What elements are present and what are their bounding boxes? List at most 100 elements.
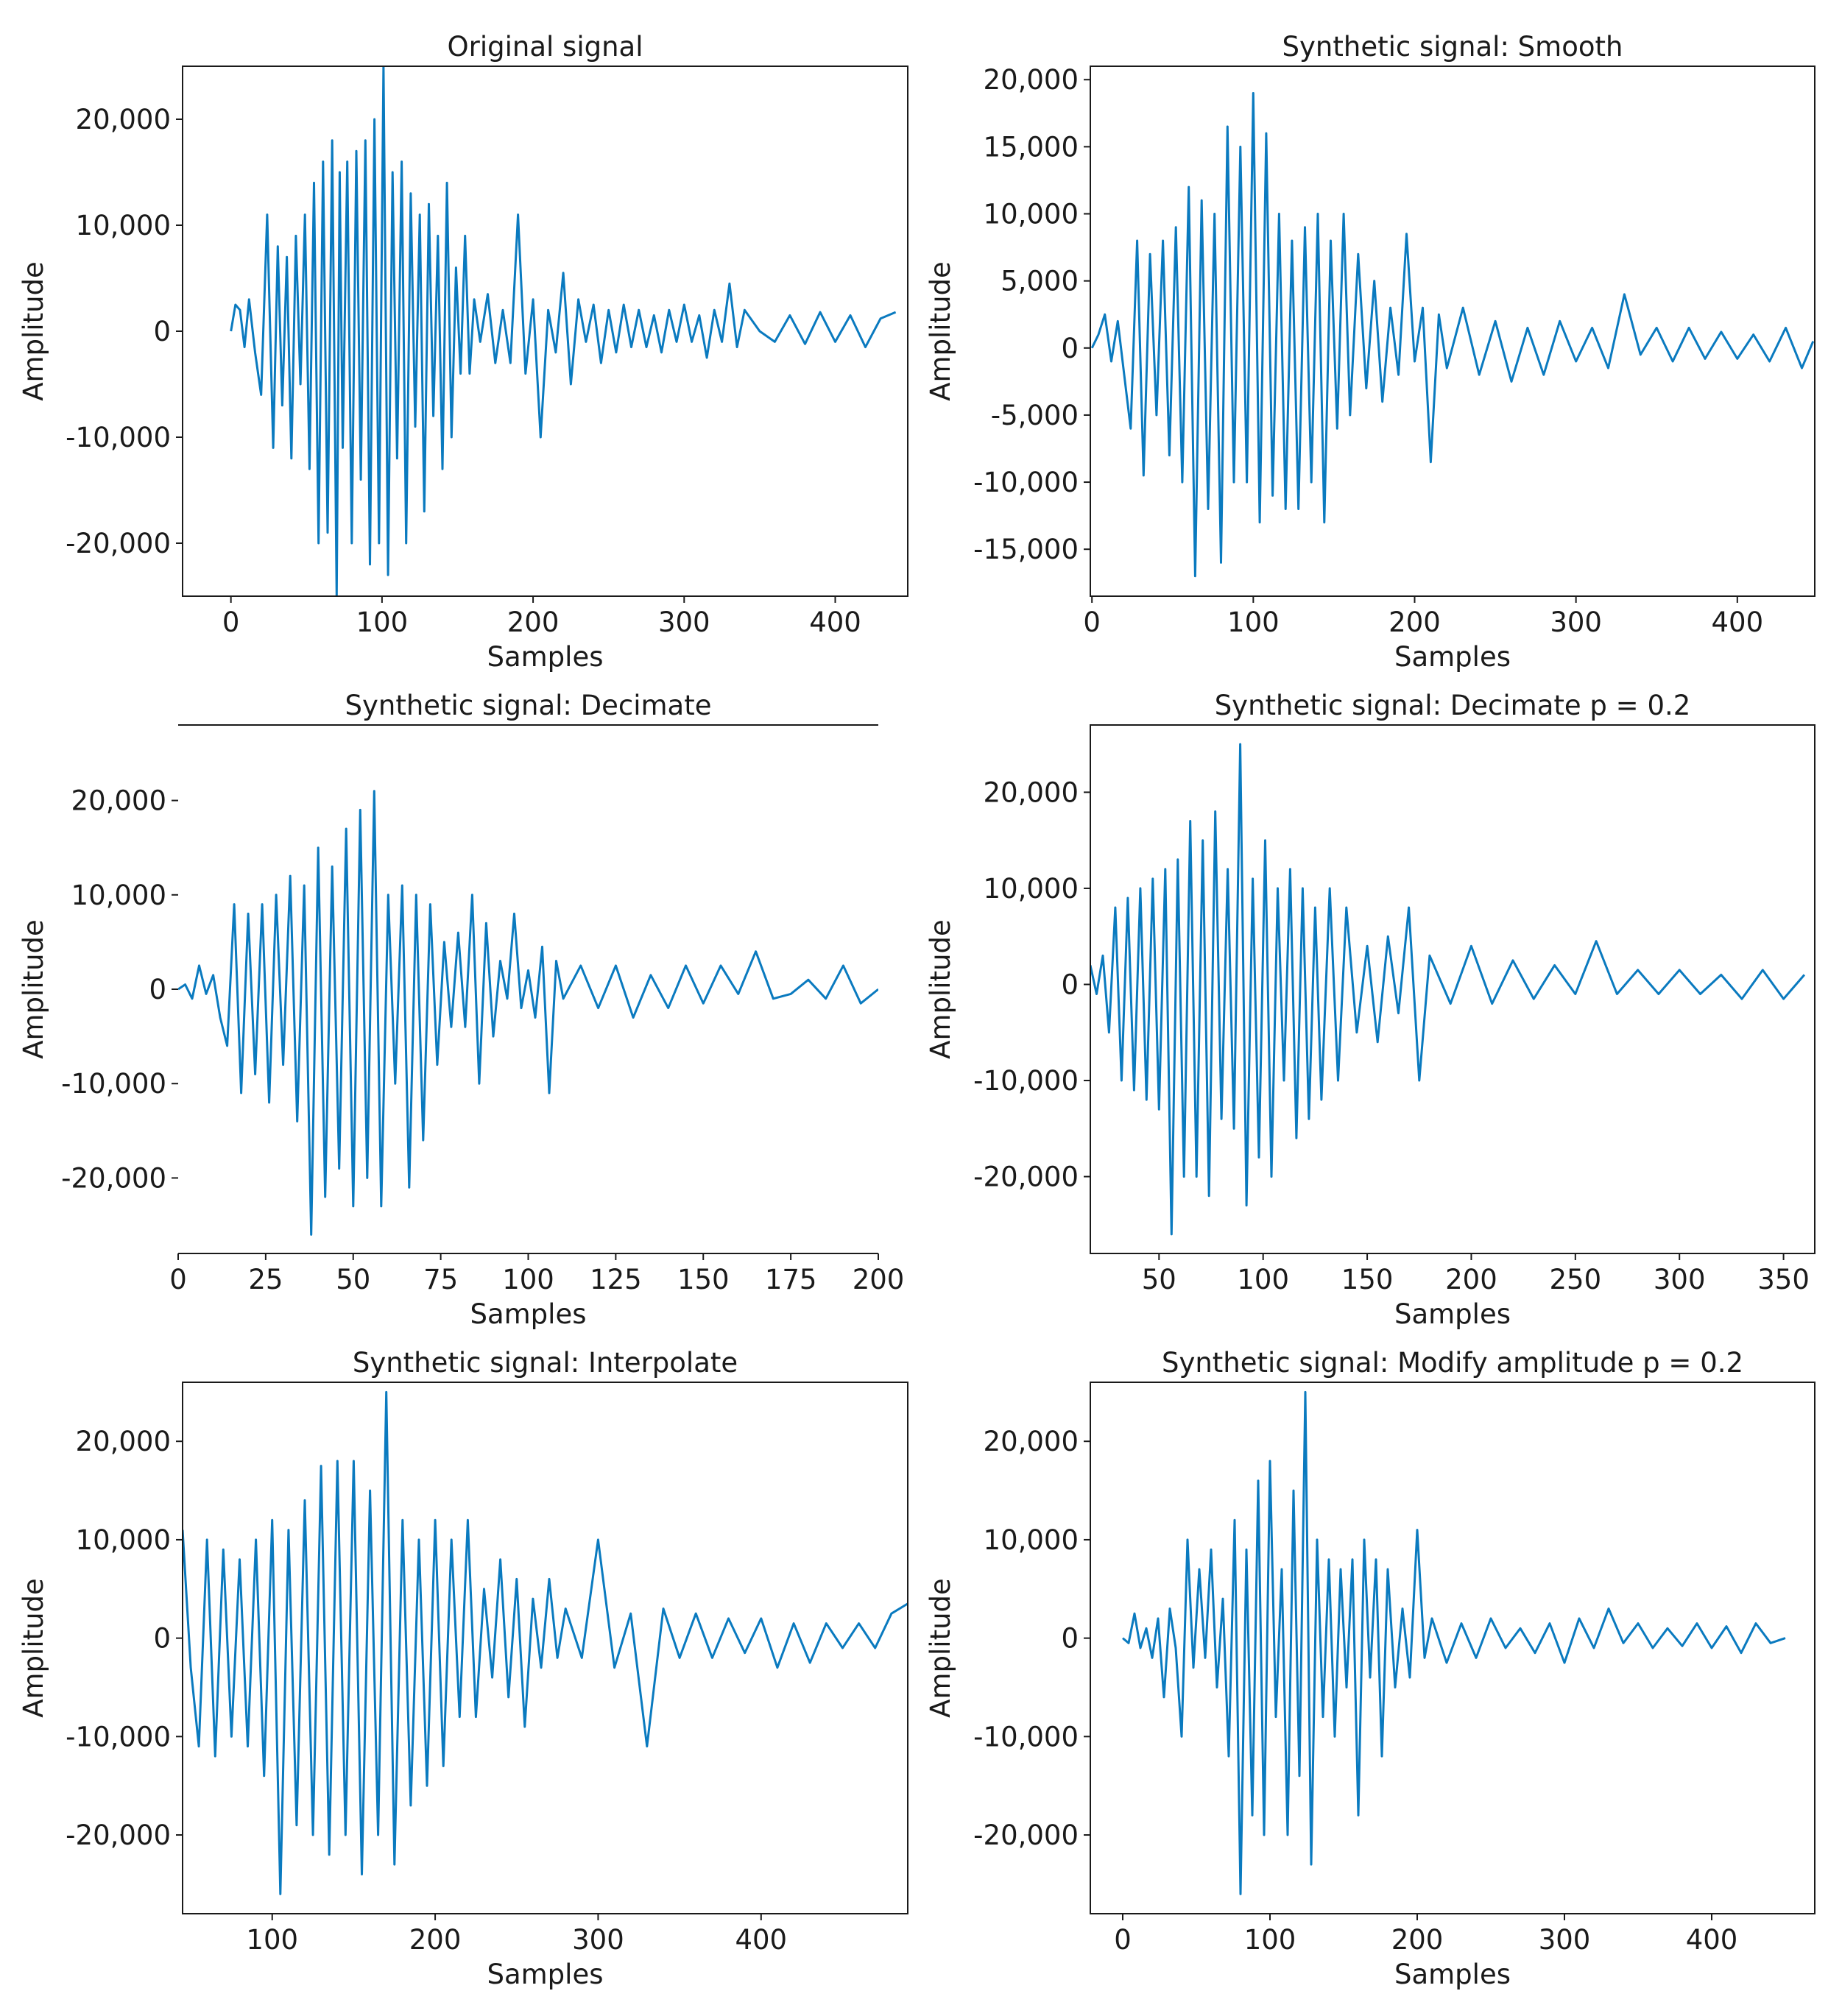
x-tick-label: 300 [658,606,710,638]
subplot-title: Synthetic signal: Modify amplitude p = 0… [1162,1347,1743,1379]
y-tick-label: 20,000 [984,1426,1079,1457]
y-axis-label: Amplitude [18,261,49,401]
subplot-6: 0 100 200 300 400 20,000 10,000 0 -10,000 -20,000… [925,1347,1815,1990]
series-line-1 [1122,1390,1786,1895]
y-tick-label: 0 [153,1623,171,1655]
y-tick-label: -20,000 [66,528,171,559]
series-line-1 [1090,743,1806,1236]
x-axis-label: Samples [1394,641,1511,673]
x-tick-label: 100 [502,1264,554,1295]
x-axis-label: Samples [487,641,603,673]
y-tick-label: -20,000 [66,1819,171,1851]
x-tick-label: 50 [336,1264,370,1295]
x-tick-label: 400 [1686,1924,1738,1956]
x-tick-label: 0 [1114,1924,1132,1956]
x-tick-label: 200 [1388,606,1441,638]
x-tick-label: 200 [853,1264,905,1295]
y-tick-label: 15,000 [984,131,1079,163]
x-tick-label: 100 [356,606,409,638]
x-tick-label: 150 [1341,1264,1394,1295]
x-tick-label: 200 [409,1924,462,1956]
x-tick-label: 300 [1654,1264,1706,1295]
y-tick-label: 20,000 [76,104,171,135]
y-tick-label: -10,000 [66,1721,171,1752]
y-axis-label: Amplitude [925,919,956,1059]
axes-frame [182,1382,908,1914]
y-tick-label: 20,000 [76,1426,171,1457]
y-tick-label: 20,000 [984,64,1079,96]
subplot-title: Original signal [448,31,643,63]
x-tick-label: 75 [423,1264,458,1295]
x-axis-label: Samples [487,1959,603,1990]
x-tick-label: 200 [1391,1924,1444,1956]
y-tick-label: 10,000 [984,199,1079,230]
subplot-title: Synthetic signal: Decimate [345,690,712,721]
x-axis-label: Samples [1394,1959,1511,1990]
x-tick-label: 0 [169,1264,187,1295]
x-tick-label: 100 [246,1924,298,1956]
x-tick-label: 300 [572,1924,624,1956]
x-tick-label: 400 [1711,606,1763,638]
x-axis-label: Samples [1394,1298,1511,1330]
series-line-1 [178,790,878,1236]
x-tick-label: 0 [1083,606,1101,638]
y-tick-label: -10,000 [973,1065,1079,1097]
x-tick-label: 100 [1237,1264,1289,1295]
x-tick-label: 50 [1142,1264,1176,1295]
x-tick-label: 400 [735,1924,787,1956]
series-line-1 [230,66,897,596]
y-tick-label: -10,000 [66,422,171,453]
y-tick-label: -15,000 [973,534,1079,565]
subplot-title: Synthetic signal: Smooth [1282,31,1623,63]
y-tick-label: -5,000 [991,400,1079,431]
subplot-3: 0 25 50 75 100 125 150 175 200 20,000 10,000 0 -10,0… [18,690,904,1330]
x-tick-label: 200 [1445,1264,1497,1295]
x-tick-label: 100 [1244,1924,1296,1956]
x-tick-label: 300 [1550,606,1602,638]
y-tick-label: 10,000 [76,1524,171,1556]
y-tick-label: -20,000 [973,1819,1079,1851]
x-axis-label: Samples [470,1298,586,1330]
y-tick-label: 0 [1061,1623,1079,1655]
y-tick-label: 10,000 [984,873,1079,905]
y-tick-label: 0 [1061,969,1079,1000]
x-tick-label: 300 [1539,1924,1591,1956]
y-axis-label: Amplitude [925,1578,956,1718]
y-tick-label: 5,000 [1001,266,1079,297]
y-tick-label: 20,000 [984,777,1079,808]
subplot-2: 0 100 200 300 400 20,000 15,000 10,000 5,000 0 -5,… [925,31,1815,673]
subplot-4: 50 100 150 200 250 300 350 20,000 10,000 0 -10,000… [925,690,1815,1330]
subplot-5: 100 200 300 400 20,000 10,000 0 -10,000 -20,000 S… [18,1347,908,1990]
y-axis-label: Amplitude [925,261,956,401]
subplot-title: Synthetic signal: Interpolate [353,1347,738,1379]
y-tick-label: -10,000 [973,1721,1079,1752]
series-line-1 [183,1390,908,1895]
x-tick-label: 100 [1227,606,1280,638]
x-tick-label: 150 [677,1264,730,1295]
x-tick-label: 350 [1757,1264,1810,1295]
y-tick-label: -10,000 [973,467,1079,498]
y-tick-label: 10,000 [71,880,166,911]
y-tick-label: 0 [149,974,166,1005]
series-line-1 [1090,92,1815,578]
axes-frame [1090,66,1815,597]
x-tick-label: 125 [590,1264,642,1295]
y-tick-label: 0 [1061,333,1079,364]
y-tick-label: 10,000 [76,210,171,241]
x-tick-label: 0 [222,606,240,638]
x-tick-label: 200 [507,606,560,638]
axes-frame [1090,724,1815,1254]
y-axis-label: Amplitude [18,1578,49,1718]
x-tick-label: 400 [809,606,861,638]
x-tick-label: 250 [1550,1264,1602,1295]
y-tick-label: -20,000 [973,1161,1079,1193]
axes-frame [1090,1382,1815,1914]
y-tick-label: 10,000 [984,1524,1079,1556]
y-axis-label: Amplitude [18,919,49,1059]
y-tick-label: 20,000 [71,785,166,817]
subplot-title: Synthetic signal: Decimate p = 0.2 [1215,690,1691,721]
x-tick-label: 175 [765,1264,817,1295]
y-tick-label: -20,000 [61,1162,166,1194]
subplot-1: 0 100 200 300 400 20,000 10,000 0 -10,000 -20,000… [18,31,908,673]
